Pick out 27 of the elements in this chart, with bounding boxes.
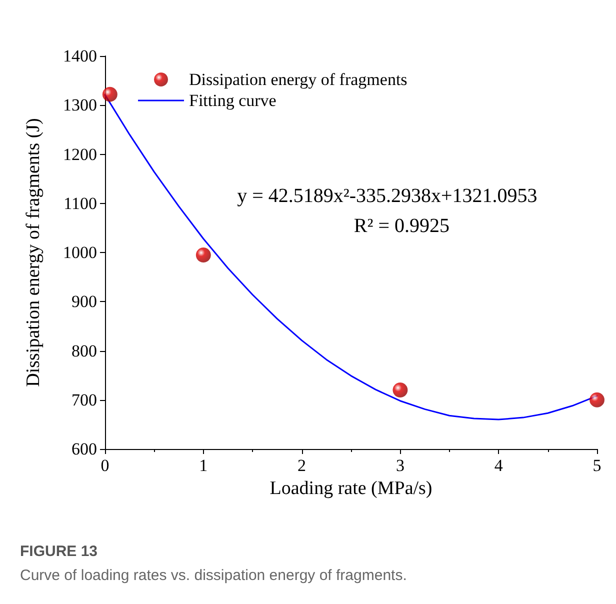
x-tick-label: 4 <box>494 456 504 475</box>
y-tick-label: 1000 <box>63 243 97 262</box>
x-tick-label: 2 <box>298 456 306 475</box>
point <box>590 392 604 408</box>
point <box>196 247 211 262</box>
x-tick-label: 1 <box>199 456 208 475</box>
x-tick-label: 3 <box>396 456 404 475</box>
y-tick-label: 900 <box>72 292 97 312</box>
y-tick-label: 700 <box>72 390 97 410</box>
y-tick-label: 800 <box>72 341 97 360</box>
caption: FIGURE 13 <box>20 543 98 560</box>
y-tick-label: 1100 <box>64 194 97 213</box>
x-tick-label: 0 <box>100 456 110 475</box>
point <box>102 86 118 102</box>
y-tick-label: 1300 <box>63 96 97 115</box>
x-tick-label: 5 <box>592 456 602 475</box>
legend-label: Fitting curve <box>189 91 276 110</box>
y-axis-title: Dissipation energy of fragments (J) <box>23 118 44 387</box>
x-axis-title: Loading rate (MPa/s) <box>270 478 432 499</box>
text: Curve of loading rates vs. dissipation energy of fragments. <box>20 567 407 584</box>
point <box>392 382 408 398</box>
y-tick-label: 1400 <box>63 46 97 66</box>
legend-label: Dissipation energy of fragments <box>189 70 408 89</box>
y-tick-label: 600 <box>72 440 97 458</box>
annotation: R² = 0.9925 <box>354 215 450 237</box>
y-tick-label: 1200 <box>63 144 97 164</box>
annotation: y = 42.5189x²-335.2938x+1321.0953 <box>237 185 538 207</box>
